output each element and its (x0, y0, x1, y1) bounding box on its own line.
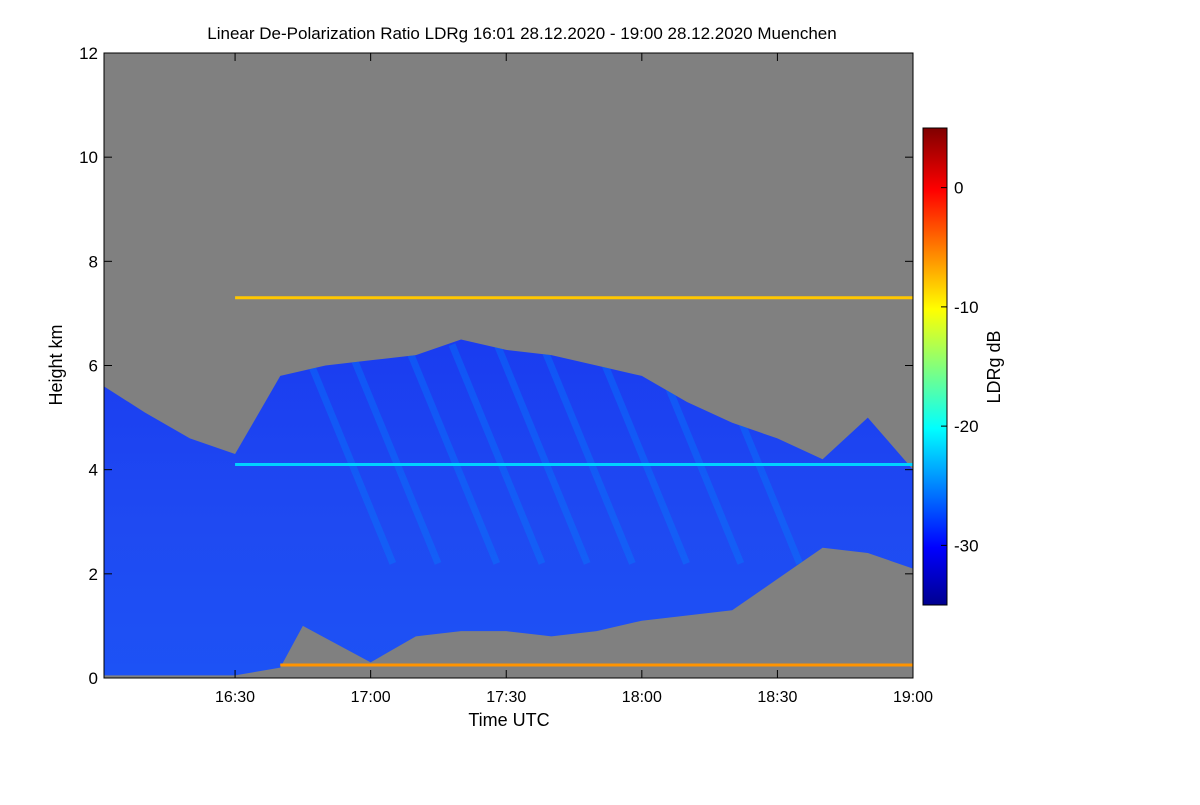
fall-streak (299, 343, 397, 565)
x-axis: 16:30 17:00 17:30 18:00 18:30 19:00 (215, 53, 933, 706)
x-tick-label: 17:00 (351, 689, 391, 706)
fall-streak (593, 343, 690, 565)
y-tick-label: 2 (89, 565, 98, 584)
colorbar-tick-label: 0 (954, 179, 963, 198)
cloud-ldr-region (104, 339, 913, 676)
y-tick-label: 10 (79, 148, 98, 167)
fall-streak (344, 343, 442, 565)
y-axis-label: Height km (46, 324, 66, 405)
colorbar-gradient (922, 127, 948, 606)
fall-streak (493, 343, 591, 565)
aerosol-layers (235, 296, 913, 667)
x-tick-label: 18:30 (757, 689, 797, 706)
x-tick-label: 19:00 (893, 689, 933, 706)
y-tick-label: 4 (89, 461, 98, 480)
plot-area (104, 53, 913, 678)
fall-streak (448, 343, 546, 565)
x-tick-label: 17:30 (486, 689, 526, 706)
colorbar-tick-label: -30 (954, 536, 979, 555)
y-axis: 0 2 4 6 8 10 12 (79, 44, 913, 688)
y-tick-label: 6 (89, 357, 98, 376)
colorbar-tick-label: -20 (954, 417, 979, 436)
y-tick-label: 12 (79, 44, 98, 63)
x-tick-label: 16:30 (215, 689, 255, 706)
y-tick-label: 8 (89, 252, 98, 271)
x-axis-label: Time UTC (468, 710, 549, 730)
fall-streak (403, 343, 501, 565)
colorbar-tick-label: -10 (954, 298, 979, 317)
fall-streak (539, 343, 636, 565)
x-tick-label: 18:00 (622, 689, 662, 706)
chart-title: Linear De-Polarization Ratio LDRg 16:01 … (207, 24, 836, 43)
colorbar-label: LDRg dB (984, 330, 1004, 403)
colorbar-ticks: 0 -10 -20 -30 (941, 179, 979, 555)
y-tick-label: 0 (89, 669, 98, 688)
colorbar: 0 -10 -20 -30 LDRg dB (922, 127, 1004, 606)
